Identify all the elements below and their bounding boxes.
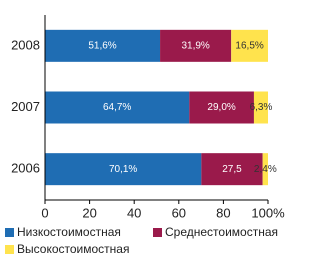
y-tick-label: 2007 (11, 99, 40, 114)
chart: 2008 51,6% 31,9% 16,5%2007 64,7% 29,0% 6,3%200… (5, 15, 285, 256)
legend-label: Среднестоимостная (165, 225, 278, 239)
x-tick-label: 0 (41, 205, 48, 220)
value-label: 51,6% (88, 40, 116, 51)
x-tick-label: 20 (82, 205, 96, 220)
bar-segment (262, 153, 268, 186)
value-label: 29,0% (207, 102, 235, 113)
value-label: 27,5 (222, 164, 242, 175)
legend-label: Высокостоимостная (17, 242, 129, 256)
value-label: 16,5% (235, 40, 263, 51)
bar-segment (201, 153, 263, 186)
bar-segment (253, 91, 268, 124)
value-label: 64,7% (103, 102, 131, 113)
value-label: 31,9% (181, 40, 209, 51)
y-tick-label: 2008 (11, 37, 40, 52)
x-tick-label: 40 (127, 205, 141, 220)
legend-swatch (153, 228, 162, 237)
bar-segment (45, 29, 161, 62)
bar-segment (231, 29, 268, 62)
bar-segment (189, 91, 254, 124)
x-tick-label: 80 (216, 205, 230, 220)
bar-segment (160, 29, 232, 62)
value-label: 2,4% (254, 164, 277, 175)
legend-swatch (5, 245, 14, 254)
x-tick-label: 100% (251, 205, 285, 220)
legend-swatch (5, 228, 14, 237)
x-tick-label: 60 (172, 205, 186, 220)
value-label: 6,3% (250, 102, 273, 113)
legend-label: Низкостоимостная (17, 225, 121, 239)
value-label: 70,1% (109, 164, 137, 175)
bar-segment (45, 153, 202, 186)
bar-segment (45, 91, 190, 124)
y-tick-label: 2006 (11, 161, 40, 176)
